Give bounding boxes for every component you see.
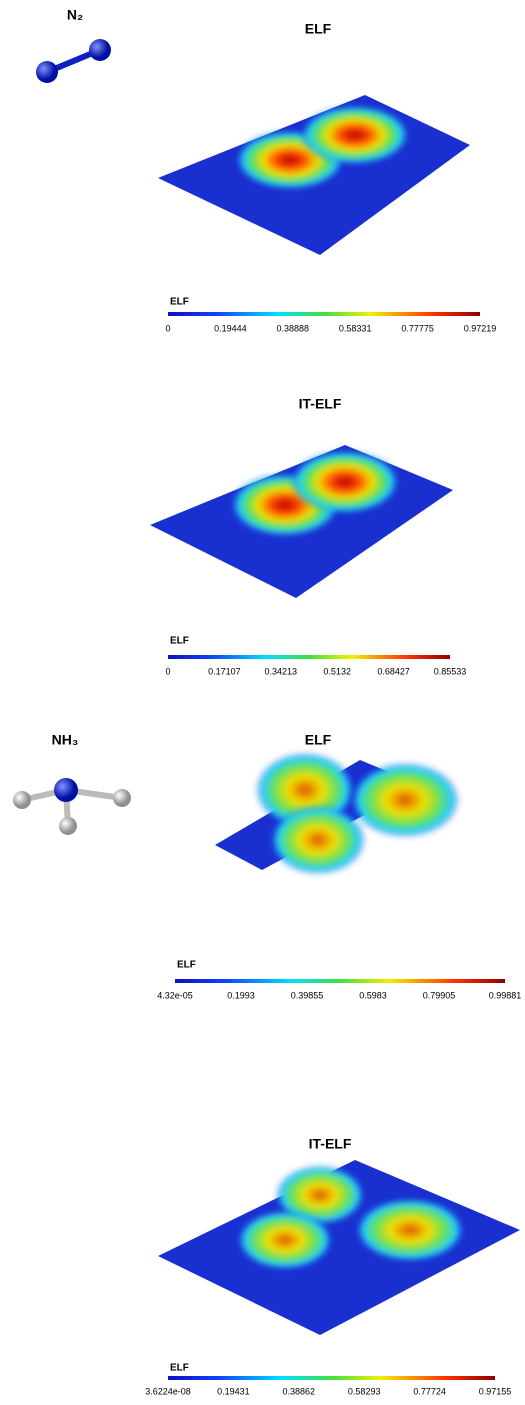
surface-lobe [270,805,366,875]
surface-lobe [350,762,460,838]
panel-title: IT-ELF [299,396,342,412]
figure: N₂ NH₃ ELF ELF 0 0.19444 0.38888 0.58331 0.777… [0,0,525,1405]
elf-panel: IT-ELF ELF 0 0.17107 0.34213 0.5132 0.68427 0.8… [150,396,466,677]
panel-title: IT-ELF [309,1136,352,1152]
surface-lobe [237,1210,333,1270]
colorbar-tick-label: 0.5132 [323,666,351,676]
surface-lobe [300,105,410,165]
surface-lobe [355,1198,465,1262]
colorbar-tick-label: 0.5983 [359,990,387,1000]
colorbar-tick-label: 3.6224e-08 [145,1386,191,1396]
elf-panel: IT-ELF ELF 3.6224e-08 0.19431 0.38862 0.58293… [145,1136,520,1397]
colorbar-tick-label: 0.19444 [214,323,247,333]
colorbar-tick-label: 0.97219 [464,323,497,333]
molecule-label: N₂ [67,7,83,23]
colorbar-tick-label: 0.77724 [413,1386,446,1396]
colorbar-tick-label: 0.38862 [283,1386,316,1396]
colorbar-tick-label: 0.58331 [339,323,372,333]
colorbar [168,1376,495,1380]
molecule-label: NH₃ [52,732,79,748]
colorbar [168,655,450,659]
colorbar-tick-label: 0.19431 [217,1386,250,1396]
colorbar-tick-label: 0 [165,666,170,676]
elf-panel: ELF ELF 0 0.19444 0.38888 0.58331 0.77775 0.972… [158,21,496,334]
colorbar [175,979,505,983]
panel-title: ELF [305,732,332,748]
colorbar-label: ELF [177,960,196,971]
n2-model [36,39,111,83]
nh3-model [13,778,131,835]
colorbar-tick-label: 0.17107 [208,666,241,676]
colorbar-label: ELF [170,297,189,308]
colorbar-tick-label: 0.39855 [291,990,324,1000]
elf-panel: ELF ELF 4.32e-05 0.1993 0.39855 0.5983 0.79905… [157,732,521,1001]
colorbar-tick-label: 0.85533 [434,666,467,676]
colorbar-tick-label: 4.32e-05 [157,990,193,1000]
colorbar-tick-label: 0.99881 [489,990,522,1000]
colorbar-tick-label: 0.77775 [401,323,434,333]
colorbar-tick-label: 0.1993 [227,990,255,1000]
colorbar-tick-label: 0.58293 [348,1386,381,1396]
colorbar-tick-label: 0.97155 [479,1386,512,1396]
surface-lobe [290,450,400,514]
colorbar-label: ELF [170,1363,189,1374]
colorbar [168,312,480,316]
colorbar-tick-label: 0.38888 [277,323,310,333]
panel-title: ELF [305,21,332,37]
colorbar-tick-label: 0 [165,323,170,333]
colorbar-tick-label: 0.79905 [423,990,456,1000]
colorbar-tick-label: 0.34213 [265,666,298,676]
colorbar-tick-label: 0.68427 [377,666,410,676]
colorbar-label: ELF [170,636,189,647]
